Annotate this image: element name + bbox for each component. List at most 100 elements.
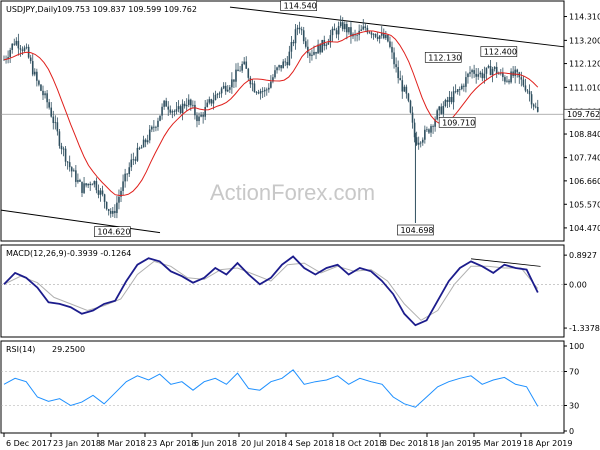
candle-body (81, 181, 83, 193)
candle-body (454, 91, 457, 93)
candle-body (233, 79, 235, 82)
candle-body (372, 33, 375, 35)
candle-body (52, 116, 55, 124)
candle-body (220, 88, 223, 94)
candle-body (479, 72, 482, 75)
candle-body (504, 77, 506, 82)
candle-body (97, 190, 100, 195)
date-tick-label: 4 Sep 2018 (288, 439, 334, 448)
candle-body (530, 94, 533, 105)
candle-body (430, 126, 432, 133)
candle-body (272, 77, 274, 82)
candle-body (522, 79, 525, 86)
price-annotation-box (94, 226, 131, 237)
candle-body (206, 102, 209, 107)
candle-body (116, 202, 118, 214)
date-tick-label: 18 Apr 2019 (523, 439, 572, 448)
price-tick-label: 111.010 (569, 83, 600, 92)
price-annotation-label: 112.400 (484, 48, 517, 57)
candle-body (177, 106, 180, 110)
candle-body (382, 33, 385, 39)
date-tick-label: 5 Mar 2019 (476, 439, 522, 448)
candle-body (516, 69, 519, 73)
candle-body (471, 70, 473, 73)
candle-body (109, 210, 112, 214)
candle-body (436, 110, 438, 120)
candle-body (231, 79, 233, 88)
candle-body (251, 83, 254, 85)
macd-values: -0.3939 -0.1264 (67, 249, 131, 258)
candle-body (495, 66, 498, 74)
candle-body (255, 92, 258, 93)
candle-body (105, 201, 108, 210)
candle-body (216, 94, 219, 95)
candle-body (317, 44, 319, 54)
candle-body (524, 85, 527, 91)
candle-body (274, 70, 276, 78)
candle-body (481, 72, 484, 79)
candle-body (214, 94, 217, 101)
candle-body (224, 85, 227, 92)
chart-title: USDJPY,Daily (6, 5, 58, 14)
candle-body (343, 24, 346, 30)
candle-body (77, 180, 79, 182)
candle-body (368, 32, 371, 34)
candle-body (204, 106, 206, 117)
candle-body (319, 44, 321, 53)
candle-body (294, 29, 297, 44)
candle-body (415, 137, 418, 145)
candle-body (87, 183, 89, 186)
candle-body (440, 106, 443, 114)
candle-body (411, 112, 414, 123)
candle-body (302, 30, 305, 42)
candle-body (157, 120, 159, 127)
date-tick-label: 18 Oct 2018 (335, 439, 384, 448)
candle-body (155, 126, 157, 128)
candle-body (278, 65, 280, 68)
candle-body (313, 51, 315, 55)
candle-body (120, 190, 122, 197)
candle-body (366, 27, 369, 33)
candle-body (520, 77, 523, 80)
candle-body (212, 100, 215, 104)
candle-body (485, 67, 488, 74)
candle-body (325, 44, 328, 46)
candle-body (144, 139, 147, 143)
candle-body (348, 27, 350, 33)
macd-pane: MACD(12,26,9) -0.3939 -0.1264 0.8927 0.00… (0, 244, 600, 338)
candle-body (491, 69, 494, 76)
price-tick-label: 108.840 (569, 130, 600, 139)
candle-body (15, 40, 18, 45)
indicator-tick-label: 100 (569, 342, 584, 351)
candle-body (346, 24, 348, 33)
candle-body (265, 89, 268, 91)
price-annotation-label: 109.710 (442, 118, 475, 127)
candle-body (146, 140, 149, 143)
upper-trend-line (229, 6, 565, 48)
candle-body (101, 190, 104, 195)
candle-body (107, 209, 110, 211)
candle-body (409, 100, 412, 113)
candle-body (122, 181, 124, 191)
candle-body (79, 180, 81, 182)
price-tick-label: 105.570 (569, 200, 600, 209)
candle-body (456, 89, 459, 93)
candle-body (458, 89, 461, 90)
candle-body (280, 65, 282, 69)
candle-body (7, 57, 9, 59)
candle-body (387, 34, 389, 42)
candle-body (89, 183, 92, 186)
candle-body (237, 69, 239, 72)
candle-body (245, 61, 248, 69)
candle-body (54, 122, 57, 124)
candle-body (179, 106, 182, 113)
candle-body (218, 93, 221, 95)
candle-body (192, 104, 194, 106)
candle-body (296, 27, 299, 30)
candle-body (138, 147, 141, 149)
candle-body (3, 59, 5, 61)
price-annotation-box (397, 224, 434, 236)
price-annotation-label: 104.698 (400, 226, 433, 235)
candle-body (393, 52, 395, 65)
candle-body (198, 116, 200, 122)
